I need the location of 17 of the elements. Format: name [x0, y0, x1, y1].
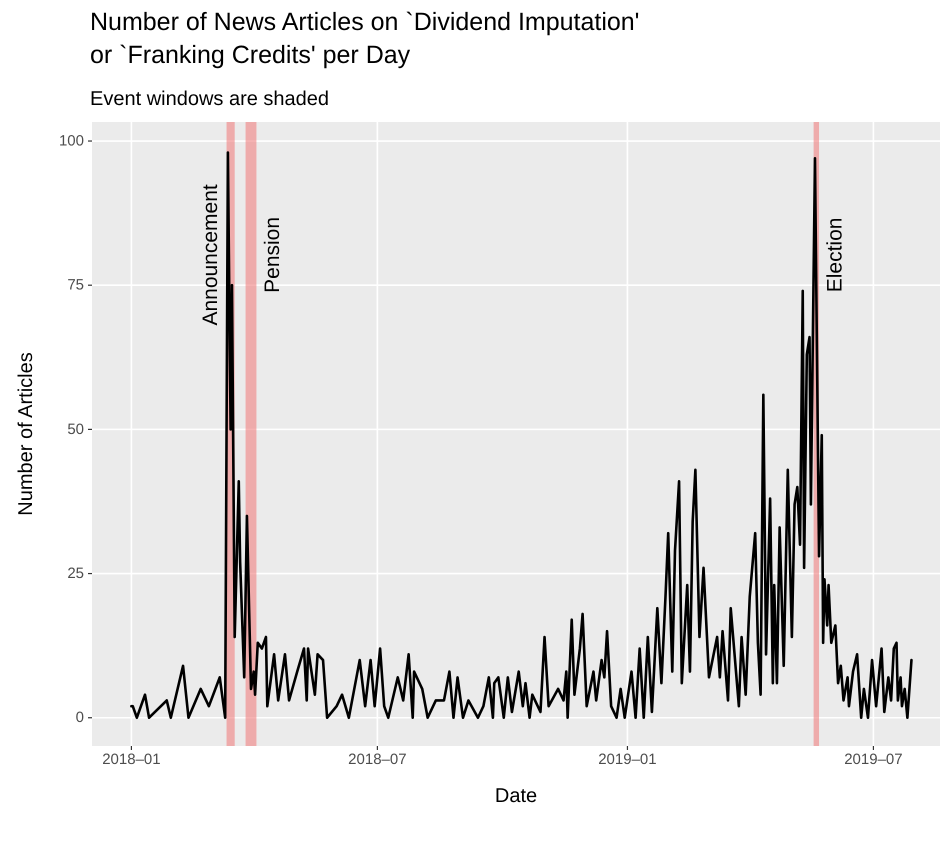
x-tick-label: 2019–07	[844, 751, 903, 768]
y-tick-label: 75	[67, 276, 84, 294]
x-axis-title: Date	[494, 785, 538, 807]
band-label: Announcement	[199, 184, 222, 326]
y-tick-label: 50	[67, 420, 84, 438]
band-label: Election	[824, 218, 847, 292]
y-axis-title: Number of Articles	[15, 352, 37, 516]
y-tick-label: 0	[76, 709, 84, 726]
x-tick-label: 2019–01	[598, 751, 657, 768]
y-tick-label: 100	[58, 132, 84, 150]
line-series	[130, 151, 913, 720]
y-tick-label: 25	[67, 565, 84, 582]
chart-title: Number of News Articles on `Dividend Imputation' or `Franking Credits' per Day	[90, 8, 640, 69]
band-label: Pension	[260, 216, 284, 293]
x-tick-label: 2018–07	[348, 751, 407, 768]
x-tick-label: 2018–01	[102, 751, 161, 768]
chart-subtitle: Event windows are shaded	[90, 88, 330, 110]
